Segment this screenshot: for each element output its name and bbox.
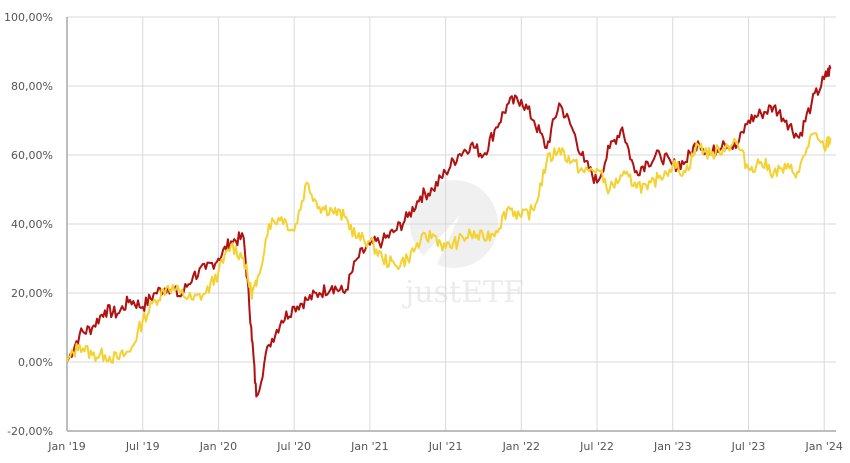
x-axis-labels: Jan '19 Jul '19 Jan '20 Jul '20 Jan '21 Jul '…	[47, 440, 843, 453]
x-tick-label: Jul '19	[125, 440, 160, 453]
series-line-yellow	[66, 132, 832, 364]
y-tick-label: 100,00%	[4, 11, 53, 24]
x-tick-label: Jul '23	[731, 440, 766, 453]
x-tick-label: Jan '23	[653, 440, 691, 453]
x-tick-label: Jan '24	[804, 440, 842, 453]
y-tick-label: 20,00%	[11, 287, 53, 300]
y-tick-label: 40,00%	[11, 218, 53, 231]
x-tick-label: Jan '19	[47, 440, 85, 453]
watermark-logo-cut	[410, 215, 460, 275]
series-group	[66, 65, 832, 398]
y-tick-label: 0,00%	[18, 356, 53, 369]
x-gridlines	[142, 17, 825, 431]
y-tick-label: -20,00%	[7, 425, 53, 438]
x-tick-label: Jan '21	[350, 440, 388, 453]
x-tick-label: Jan '22	[502, 440, 540, 453]
y-axis-labels: 100,00% 80,00% 60,00% 40,00% 20,00% 0,00% -20,…	[4, 11, 53, 438]
x-tick-label: Jul '22	[579, 440, 614, 453]
x-tick-label: Jul '20	[276, 440, 311, 453]
y-tick-label: 80,00%	[11, 80, 53, 93]
x-tick-label: Jan '20	[199, 440, 237, 453]
y-tick-label: 60,00%	[11, 149, 53, 162]
x-tick-label: Jul '21	[428, 440, 463, 453]
